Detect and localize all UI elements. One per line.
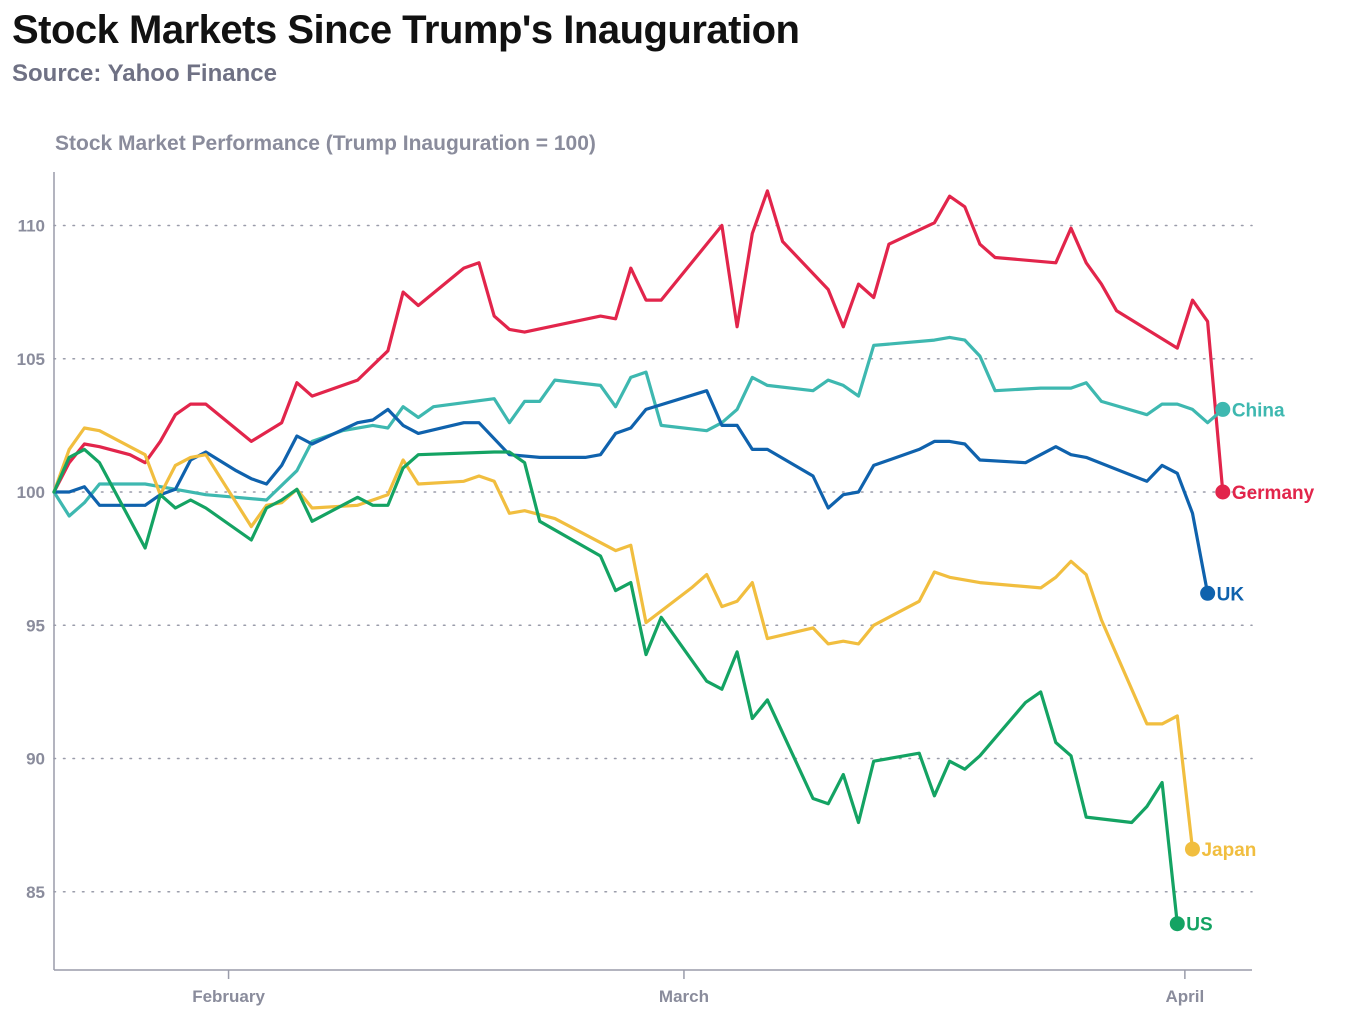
series-label-china: China [1232,400,1285,421]
x-tick-label: March [659,987,709,1006]
y-tick-label: 100 [17,483,45,502]
axes: 85 90 95 100 105 110 February March April [17,172,1252,1006]
series-lines [52,189,1225,926]
series-line-uk [52,389,1210,595]
y-tick-label: 110 [18,217,45,236]
x-tick-label: February [192,987,265,1006]
end-marker-japan [1184,841,1200,857]
series-label-uk: UK [1217,584,1245,605]
series-label-us: US [1186,915,1212,936]
gridlines [53,224,1253,893]
end-marker-germany [1215,484,1231,500]
y-tick-label: 85 [26,883,45,902]
end-marker-us [1169,916,1185,932]
y-tick-label: 90 [26,750,45,769]
series-line-us [52,447,1179,926]
end-marker-china [1215,401,1231,417]
y-tick-label: 105 [17,350,45,369]
series-line-japan [52,426,1195,851]
series-line-germany [52,189,1225,494]
series-label-germany: Germany [1232,483,1315,504]
series-label-japan: Japan [1201,840,1256,861]
end-markers: Germany China UK Japan US [1169,400,1315,936]
end-marker-uk [1200,585,1216,601]
x-tick-label: April [1166,987,1205,1006]
source-note: Source: Yahoo Finance [12,60,277,87]
series-line-china [52,335,1225,518]
chart-title: Stock Market Performance (Trump Inaugura… [55,132,596,155]
y-tick-label: 95 [26,616,45,635]
page-title: Stock Markets Since Trump's Inauguration [12,8,800,52]
